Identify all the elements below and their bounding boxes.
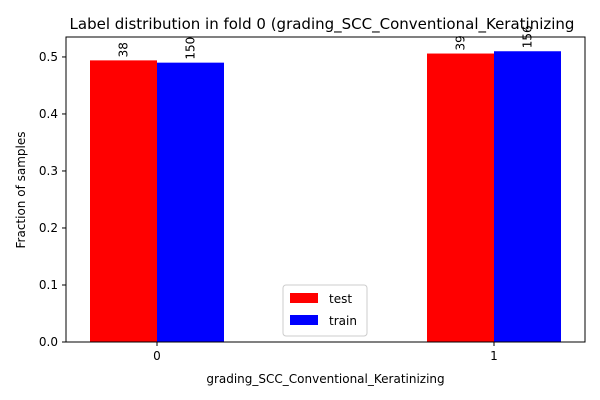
legend-label-train: train xyxy=(329,314,357,328)
x-tick-label: 0 xyxy=(153,349,161,363)
y-axis-label: Fraction of samples xyxy=(14,132,28,249)
bar-value-label-test-0: 38 xyxy=(117,42,131,57)
bar-test-0 xyxy=(90,60,157,342)
bar-test-1 xyxy=(427,53,494,342)
legend-swatch-test xyxy=(290,293,318,303)
plot-area-frame xyxy=(65,36,586,343)
bar-value-label-test-1: 39 xyxy=(454,35,468,50)
bars-group xyxy=(90,51,561,343)
bar-labels-group: 38 150 39 156 xyxy=(117,25,535,59)
y-tick-label: 0.5 xyxy=(39,50,58,64)
y-tick-label: 0.2 xyxy=(39,221,58,235)
x-axis-label: grading_SCC_Conventional_Keratinizing xyxy=(206,372,444,386)
legend-label-test: test xyxy=(329,292,352,306)
legend-box xyxy=(282,284,368,337)
bar-value-label-train-0: 150 xyxy=(184,37,198,60)
y-tick-label: 0.0 xyxy=(39,335,58,349)
y-tick-label: 0.4 xyxy=(39,107,58,121)
legend-swatch-train xyxy=(290,315,318,325)
bar-train-0 xyxy=(157,62,224,342)
x-tick-label: 1 xyxy=(490,349,498,363)
y-axis-ticks: 0.0 0.1 0.2 0.3 0.4 0.5 xyxy=(39,50,66,349)
legend: test train xyxy=(282,284,368,337)
chart-title: Label distribution in fold 0 (grading_SC… xyxy=(70,15,575,34)
bar-train-1 xyxy=(494,51,561,343)
y-tick-label: 0.1 xyxy=(39,278,58,292)
y-tick-label: 0.3 xyxy=(39,164,58,178)
